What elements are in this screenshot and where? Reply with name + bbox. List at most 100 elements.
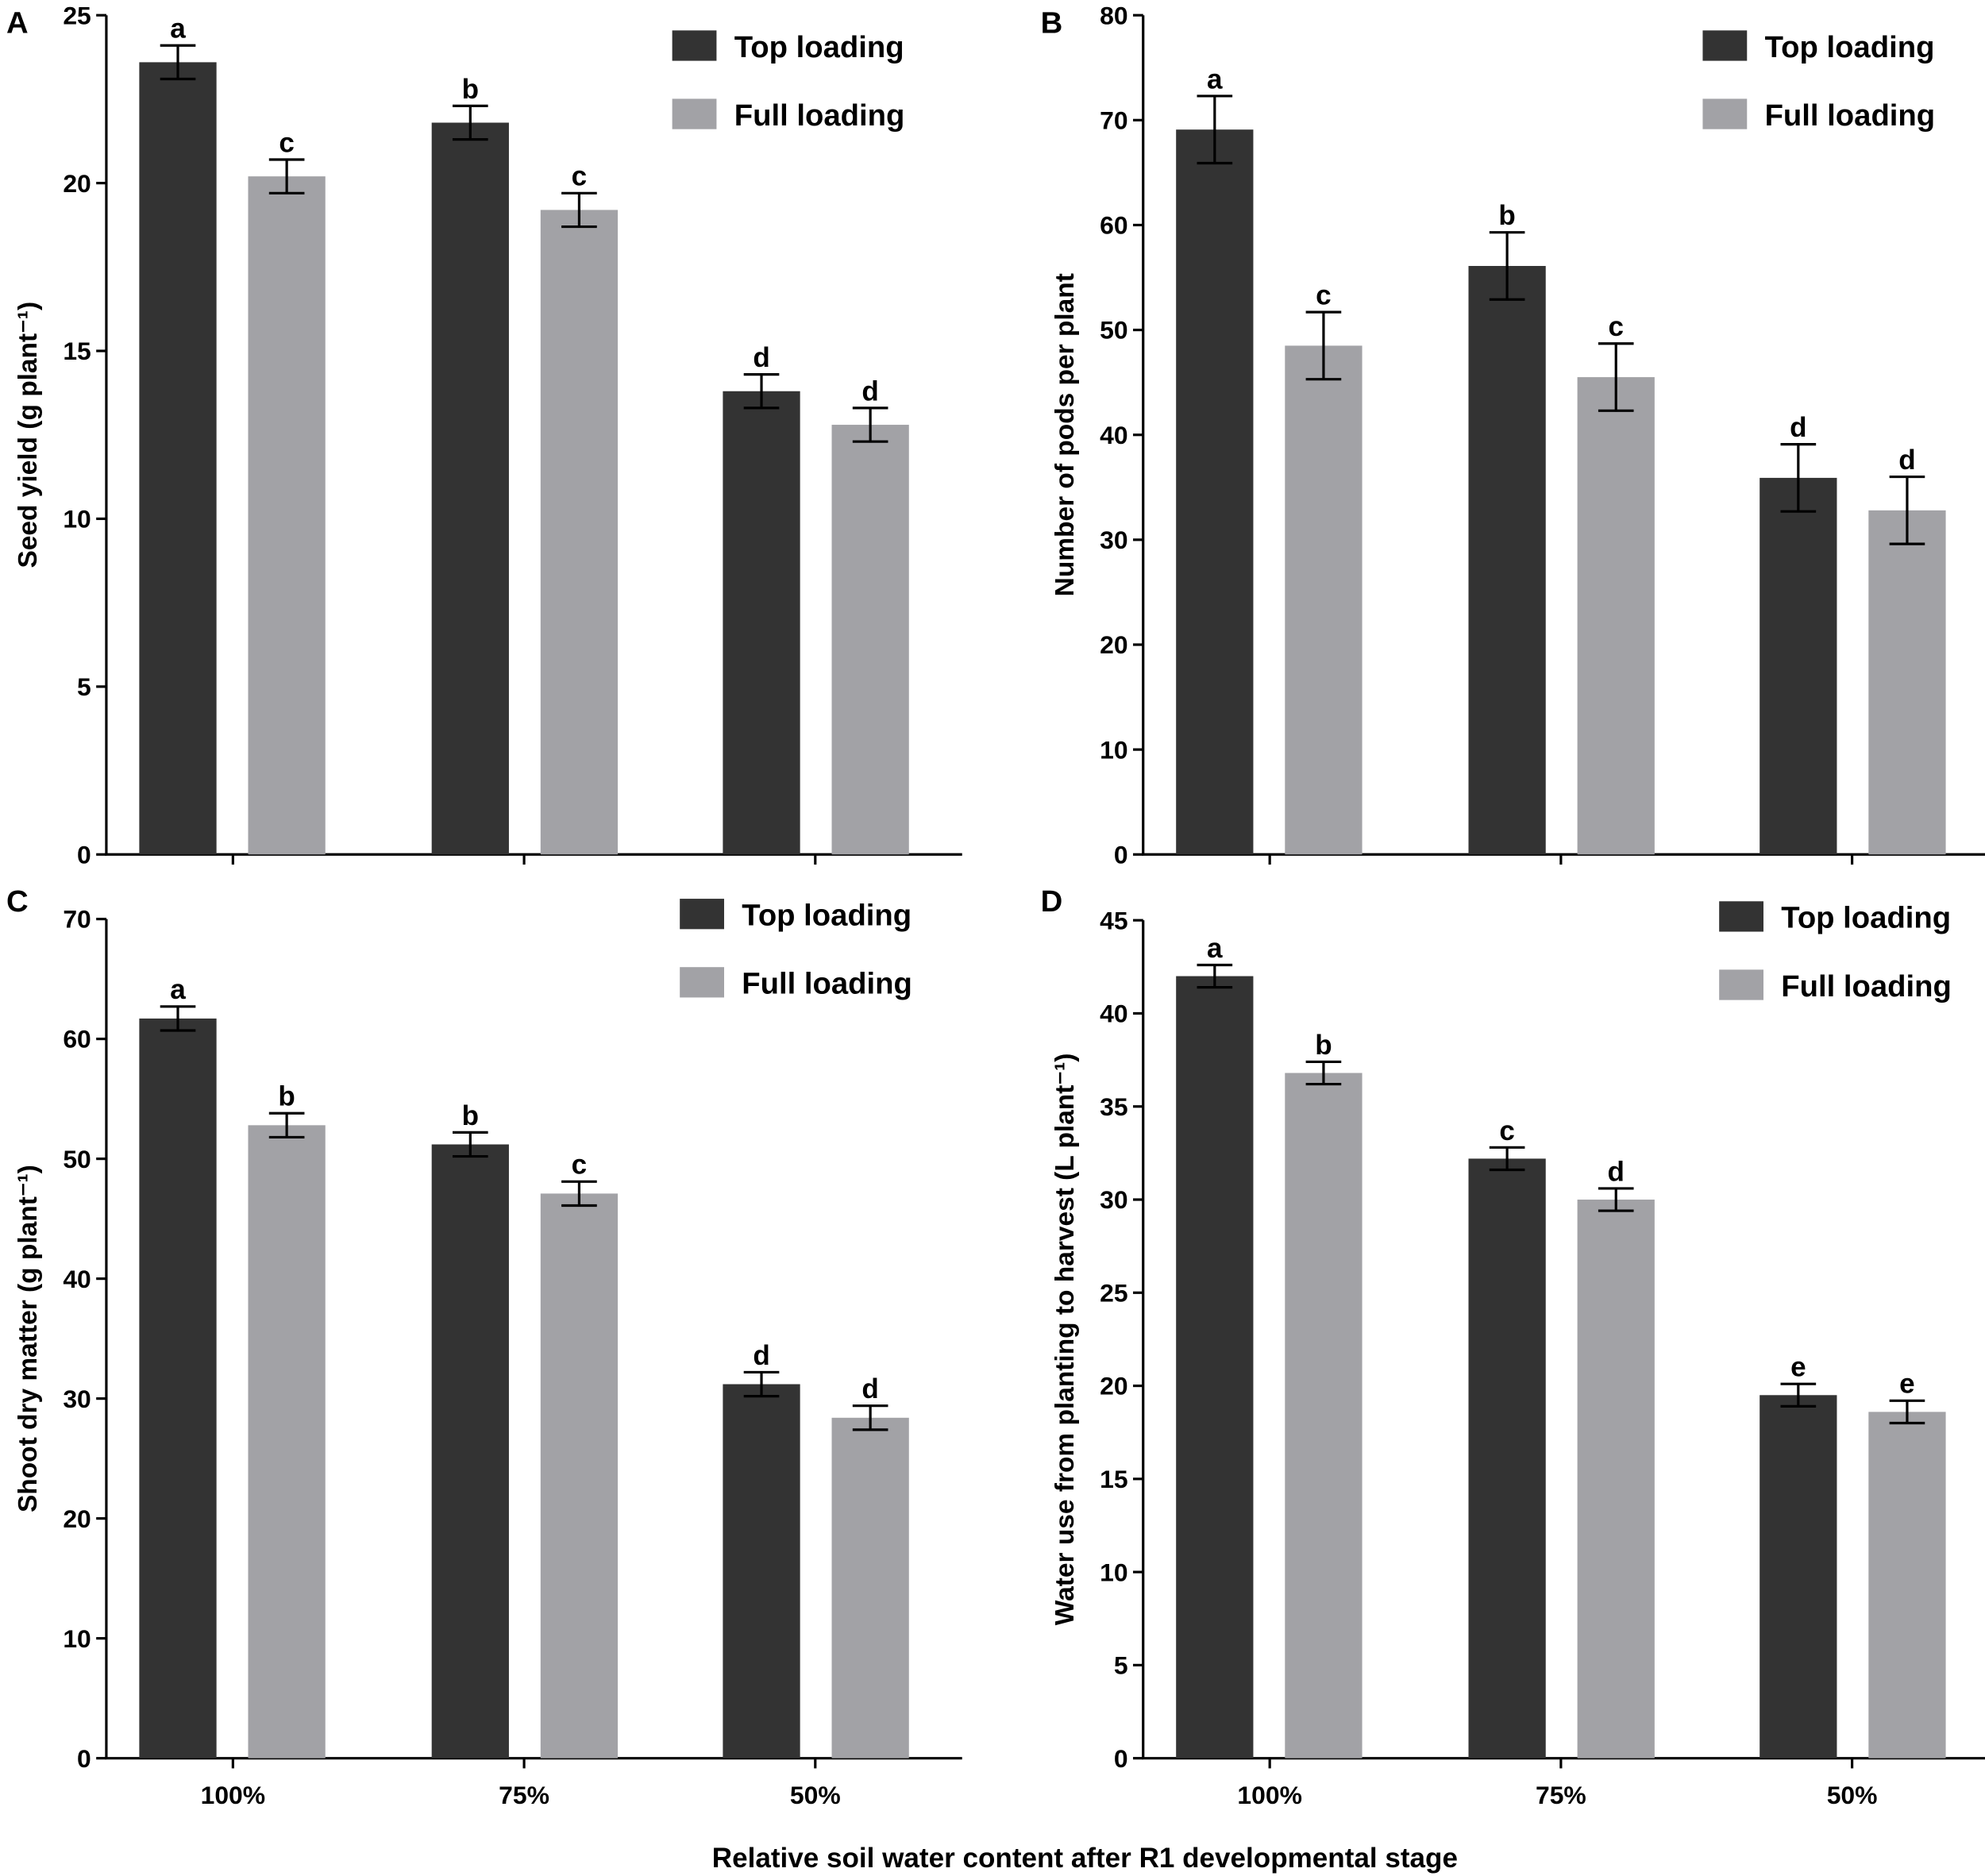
significance-letter: d [1898, 445, 1915, 476]
significance-letter: e [1899, 1369, 1915, 1400]
significance-letter: c [572, 1150, 588, 1181]
y-tick-label: 10 [1100, 1558, 1127, 1586]
legend-label: Full loading [734, 98, 905, 133]
y-tick-label: 10 [63, 1624, 91, 1653]
bar-full-loading [248, 176, 326, 855]
bar-top-loading [139, 1018, 217, 1759]
bar-top-loading [139, 62, 217, 855]
significance-letter: b [1498, 200, 1515, 231]
bar-top-loading [1760, 1395, 1837, 1759]
legend-swatch [1702, 30, 1748, 61]
common-x-axis-label: Relative soil water content after R1 dev… [712, 1843, 1458, 1874]
x-tick-label: 100% [1237, 1781, 1302, 1809]
y-tick-label: 10 [63, 505, 91, 534]
y-tick-label: 30 [63, 1385, 91, 1413]
bar-full-loading [831, 1417, 909, 1759]
y-tick-label: 40 [1100, 421, 1127, 449]
y-tick-label: 25 [63, 1, 91, 29]
legend-label: Top loading [742, 899, 912, 933]
x-tick-label: 50% [1827, 1781, 1878, 1809]
significance-letter: a [1207, 933, 1223, 964]
y-tick-label: 25 [1100, 1278, 1127, 1307]
y-tick-label: 70 [63, 905, 91, 934]
y-tick-label: 45 [1100, 906, 1127, 934]
y-tick-label: 20 [63, 169, 91, 198]
y-tick-label: 0 [1114, 840, 1128, 869]
y-tick-label: 0 [77, 840, 91, 869]
y-tick-label: 40 [63, 1265, 91, 1293]
y-tick-label: 10 [1100, 735, 1127, 764]
y-tick-label: 15 [63, 337, 91, 365]
bar-full-loading [1868, 1412, 1946, 1759]
bar-full-loading [1285, 1073, 1363, 1759]
legend-swatch [1702, 98, 1748, 129]
bar-top-loading [1176, 976, 1254, 1759]
significance-letter: d [753, 342, 769, 373]
legend-label: Top loading [1781, 901, 1951, 935]
significance-letter: d [1790, 412, 1806, 443]
significance-letter: b [462, 74, 479, 105]
significance-letter: d [861, 376, 878, 406]
y-tick-label: 20 [1100, 1372, 1127, 1400]
panel-c: C 0 10 20 30 40 50 60 70 Shoot dry matter (g plan… [6, 884, 962, 1809]
bar-full-loading [540, 210, 619, 855]
y-tick-label: 60 [63, 1025, 91, 1054]
y-axis-label: Water use from planting to harvest (L pl… [1050, 1054, 1080, 1626]
significance-letter: c [1608, 311, 1624, 342]
y-tick-label: 30 [1100, 526, 1127, 554]
legend-swatch [680, 899, 724, 930]
x-tick-label: 100% [201, 1781, 266, 1809]
significance-letter: c [279, 127, 295, 158]
significance-letter: a [1207, 64, 1223, 94]
panel-letter: D [1041, 884, 1063, 919]
bar-full-loading [248, 1125, 326, 1759]
bar-top-loading [1760, 477, 1837, 855]
significance-letter: d [1608, 1156, 1625, 1187]
legend-label: Top loading [734, 30, 904, 64]
bar-full-loading [831, 425, 909, 855]
legend-swatch [672, 98, 717, 129]
bar-full-loading [1285, 345, 1363, 855]
legend-swatch [672, 30, 717, 61]
x-tick-label: 75% [499, 1781, 549, 1809]
significance-letter: c [1499, 1115, 1515, 1146]
legend-label: Full loading [1765, 98, 1936, 133]
panel-d: D 0 5 10 15 20 25 30 35 40 45 Water use from planti… [1041, 884, 1985, 1809]
y-tick-label: 0 [77, 1744, 91, 1773]
y-tick-label: 35 [1100, 1092, 1127, 1121]
significance-letter: e [1790, 1352, 1806, 1383]
significance-letter: c [1316, 280, 1332, 311]
bar-top-loading [1176, 129, 1254, 855]
legend-swatch [1719, 969, 1763, 1000]
legend-swatch [1719, 901, 1763, 932]
y-tick-label: 80 [1100, 1, 1127, 29]
panel-letter: C [6, 884, 29, 919]
x-tick-label: 50% [790, 1781, 841, 1809]
y-tick-label: 20 [63, 1504, 91, 1533]
legend-label: Top loading [1765, 30, 1935, 64]
bar-top-loading [431, 122, 509, 855]
y-tick-label: 50 [1100, 316, 1127, 345]
bar-top-loading [723, 391, 800, 855]
significance-letter: d [861, 1373, 878, 1404]
x-tick-label: 75% [1536, 1781, 1586, 1809]
y-tick-label: 30 [1100, 1185, 1127, 1214]
bar-top-loading [1468, 265, 1546, 855]
bar-full-loading [1577, 377, 1655, 855]
y-tick-label: 70 [1100, 106, 1127, 134]
y-tick-label: 60 [1100, 211, 1127, 240]
significance-letter: a [170, 13, 186, 44]
significance-letter: b [1315, 1030, 1332, 1061]
significance-letter: a [170, 974, 186, 1005]
y-axis-label: Number of pods per plant [1050, 273, 1080, 596]
y-axis-label: Shoot dry matter (g plant⁻¹) [13, 1165, 43, 1512]
legend-label: Full loading [742, 967, 912, 1001]
significance-letter: c [572, 161, 588, 192]
bar-top-loading [723, 1384, 800, 1759]
panel-letter: A [6, 6, 29, 40]
significance-letter: b [462, 1100, 479, 1131]
legend-label: Full loading [1781, 969, 1952, 1003]
y-tick-label: 0 [1114, 1744, 1128, 1773]
y-tick-label: 50 [63, 1145, 91, 1173]
